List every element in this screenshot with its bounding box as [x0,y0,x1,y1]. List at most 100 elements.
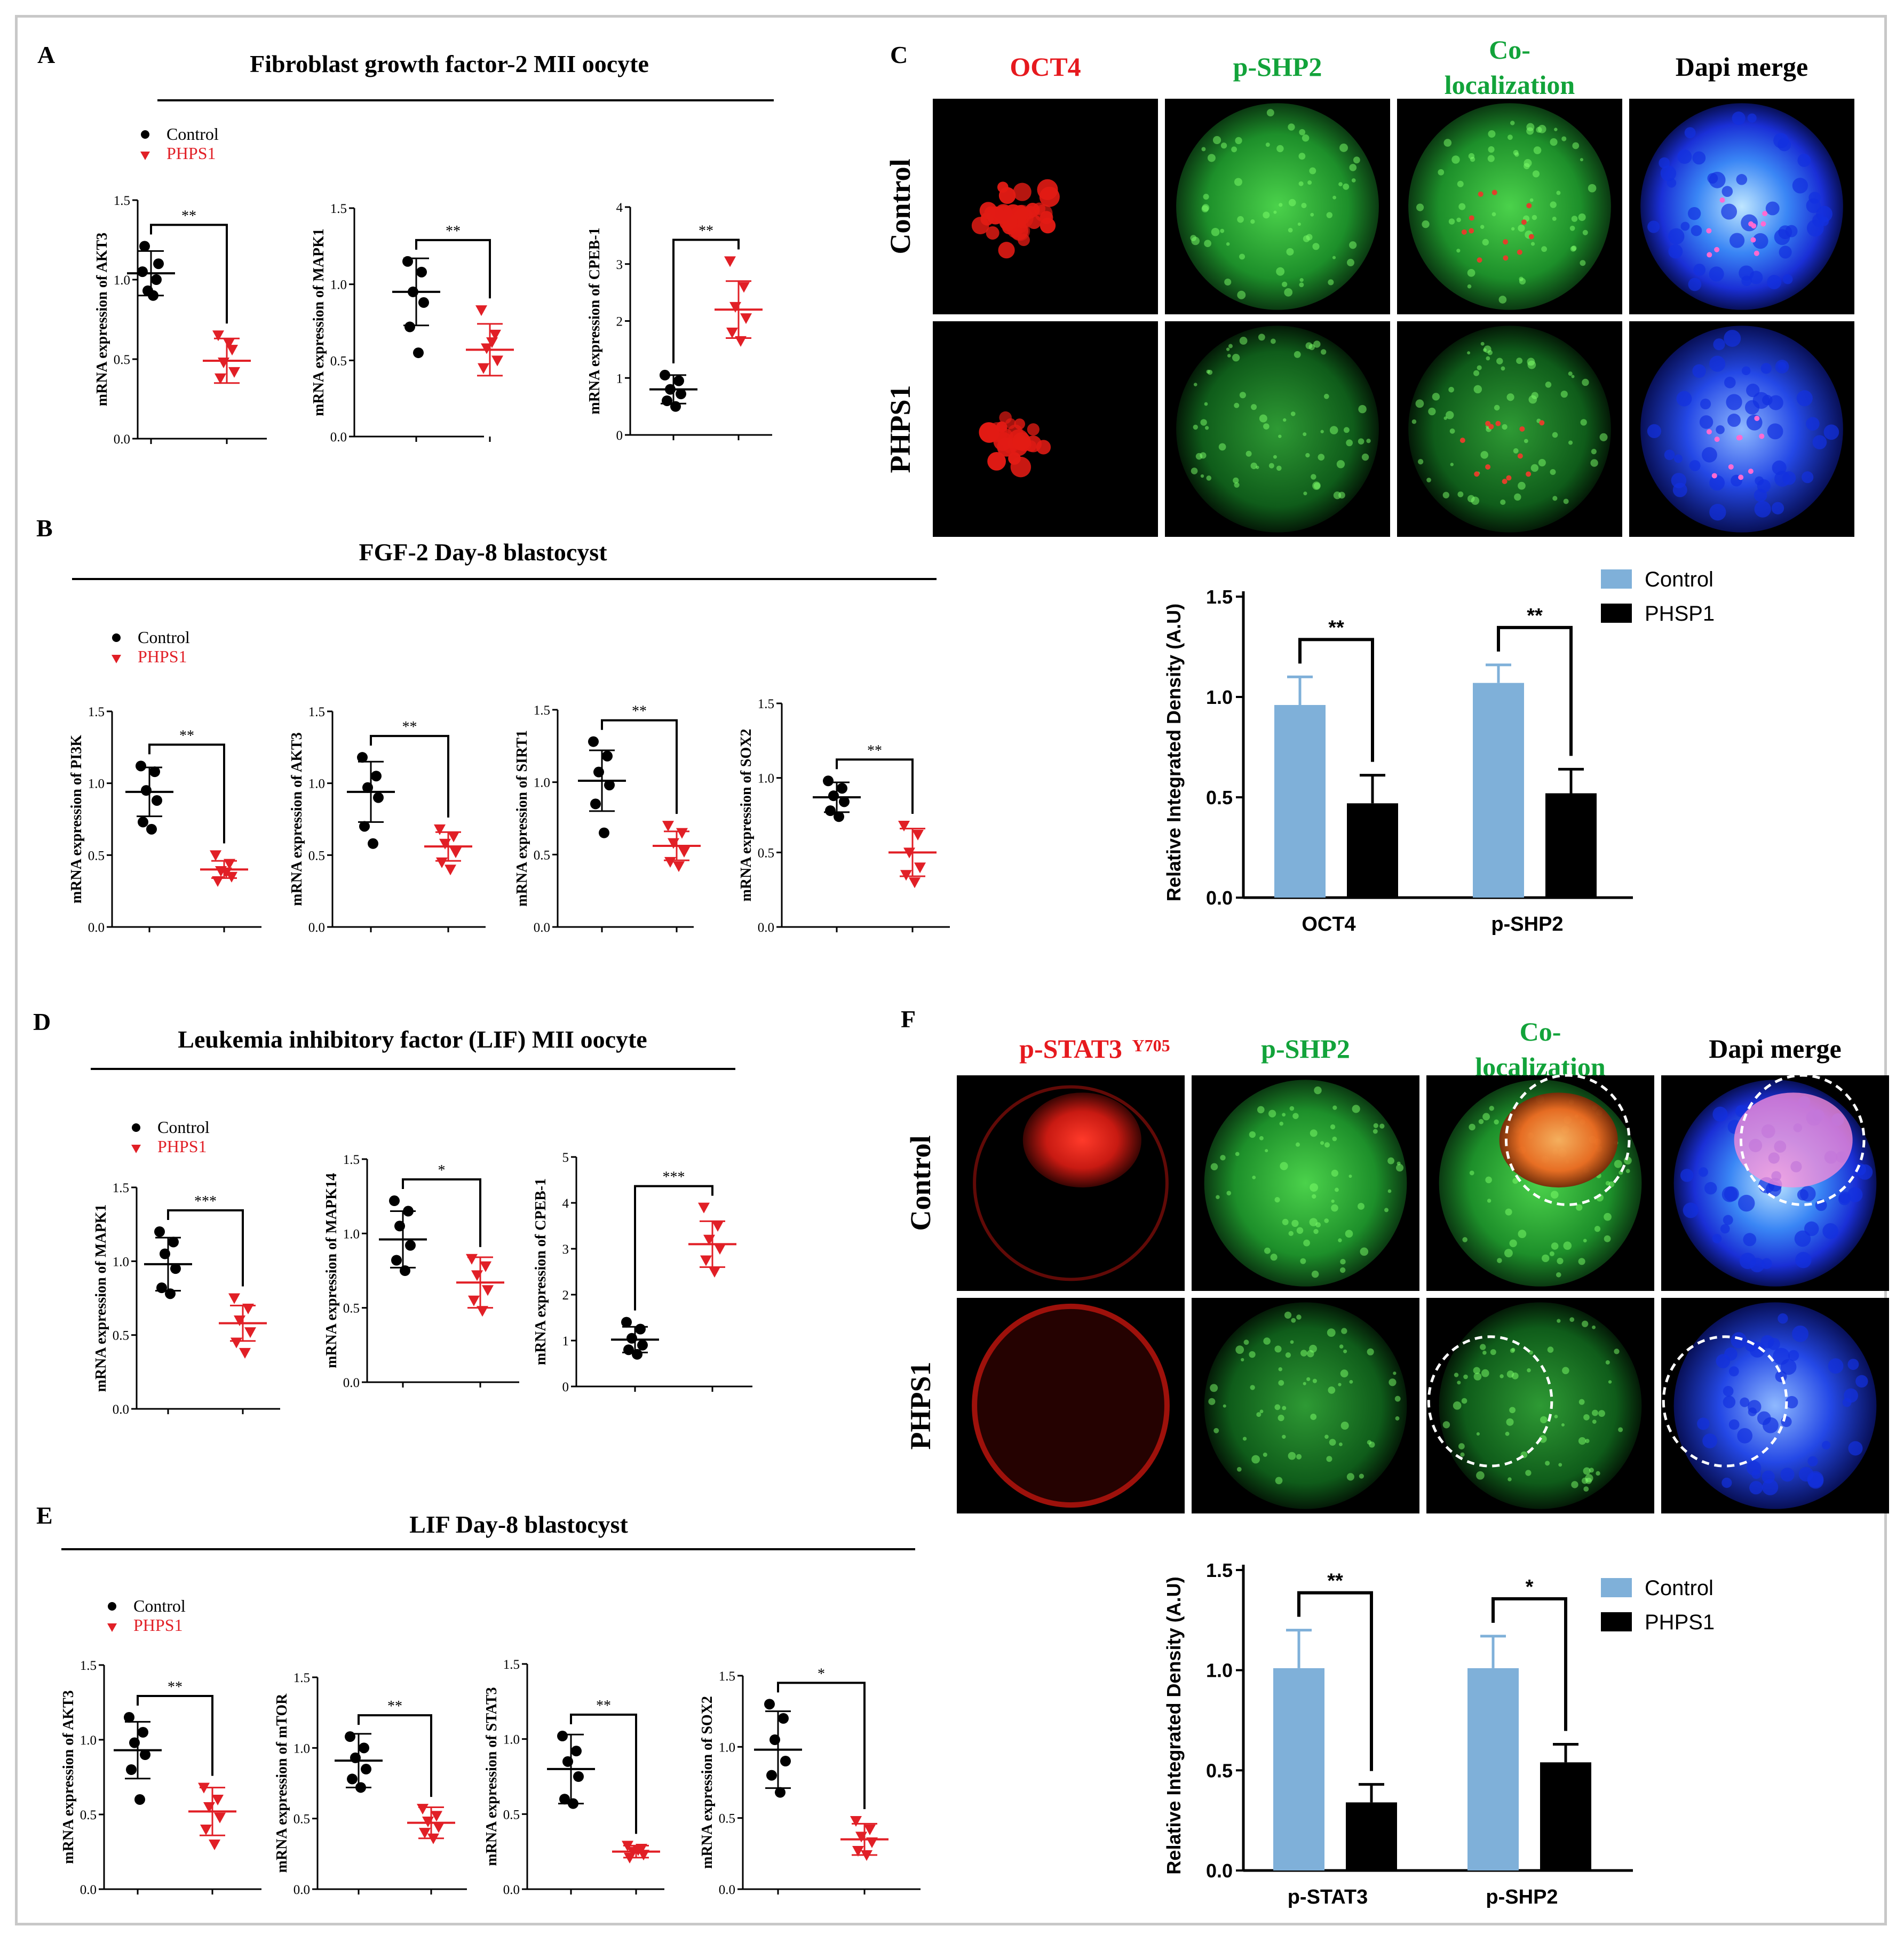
green-speckle [1300,1258,1306,1264]
green-speckle [1563,1241,1572,1250]
data-point-control [408,286,418,297]
green-speckle [1346,259,1354,267]
y-axis-label: Relative Integrated Density (A.U) [1163,604,1185,901]
green-speckle [1540,1416,1548,1424]
nucleus [1816,205,1832,223]
y-tick-label: 0.5 [503,1808,520,1822]
green-speckle [1528,395,1537,404]
green-speckle [1569,1317,1575,1322]
significance-label: ** [1527,605,1543,627]
green-speckle [1239,253,1245,260]
green-speckle [1291,1318,1296,1323]
green-speckle [1263,211,1270,219]
y-tick-label: 1.0 [88,777,105,791]
nucleus [1697,1417,1710,1430]
panel-title-E: LIF Day-8 blastocyst [409,1511,628,1538]
data-point-treated [422,1816,434,1827]
green-speckle [1299,278,1304,282]
data-point-control [839,796,850,807]
green-speckle [1265,1149,1268,1153]
bar-phsp1 [1347,803,1398,898]
data-point-treated [466,1254,478,1265]
y-tick-label: 0.0 [293,1883,310,1897]
y-axis-label: mRNA expression of AKT3 [289,732,305,906]
nucleus [1731,1332,1747,1349]
y-tick-label: 1.0 [308,777,325,791]
y-tick-label: 1.0 [719,1740,735,1755]
column-label-C-0: OCT4 [1010,52,1081,82]
significance-label: ** [387,1698,402,1715]
green-speckle [1234,178,1242,186]
nucleus [1702,1433,1718,1448]
green-speckle [1426,478,1431,482]
embryo-body [1439,1302,1642,1509]
y-tick-label: 1.0 [758,772,774,786]
nucleus [1732,112,1746,125]
coloc-spot [1478,191,1483,197]
nucleus [1767,423,1783,440]
green-speckle [1299,129,1306,136]
green-speckle [1608,1380,1612,1384]
nucleus [1673,454,1683,463]
roi-circle [1739,1074,1866,1206]
green-speckle [1384,1208,1389,1212]
merge-spot [1751,223,1757,229]
bar-control [1273,1668,1324,1870]
y-tick-label: 0.5 [80,1808,97,1822]
scatter-chart-D1: 0.0 0.5 1.0 1.5 mRNA expression of MAPK1 *** [93,1181,280,1417]
green-speckle [1550,201,1557,208]
nucleus [1724,376,1736,389]
image-content [1408,326,1611,533]
data-point-treated [210,850,221,861]
green-speckle [1500,499,1506,505]
green-speckle [1324,1142,1330,1148]
nucleus-spot [1027,423,1040,436]
green-speckle [1530,464,1539,472]
green-speckle [1326,1456,1332,1462]
green-speckle [1518,481,1526,490]
coloc-spot [1539,420,1545,426]
green-speckle [1478,1119,1484,1124]
data-point-treated [419,1828,431,1839]
legend-control-marker-D [132,1123,140,1132]
green-speckle [1448,218,1455,225]
data-point-control [165,1288,176,1299]
y-tick-label: 1.0 [1206,1660,1233,1682]
green-speckle [1560,390,1568,398]
green-speckle [1598,1410,1605,1417]
merge-spot [1762,211,1768,217]
nucleus [1729,233,1745,248]
green-speckle [1216,1195,1220,1199]
green-speckle [1309,1218,1318,1226]
green-speckle [1310,1129,1318,1137]
nucleus [1792,178,1808,194]
data-point-treated [198,1782,210,1794]
green-speckle [1200,419,1207,426]
data-point-control [416,266,427,278]
data-point-control [394,1220,405,1232]
green-speckle [1510,121,1515,125]
panel-letter-C: C [890,41,908,68]
green-speckle [1552,496,1558,501]
nucleus [1699,415,1713,429]
data-point-control [602,750,613,762]
data-point-treated [700,1255,712,1266]
green-speckle [1348,1174,1352,1178]
y-tick-label: 1.0 [293,1741,310,1756]
data-point-control [828,790,839,802]
green-speckle [1338,1442,1343,1446]
green-speckle [1331,1199,1335,1203]
data-point-treated [220,867,232,878]
green-speckle [1513,448,1519,454]
significance-bracket [570,1714,637,1834]
green-speckle [1206,475,1212,481]
nucleus [1692,364,1706,378]
figure-frame [15,15,1887,1925]
nucleus [1687,207,1701,220]
data-point-control [837,783,847,794]
green-speckle [1571,375,1575,378]
